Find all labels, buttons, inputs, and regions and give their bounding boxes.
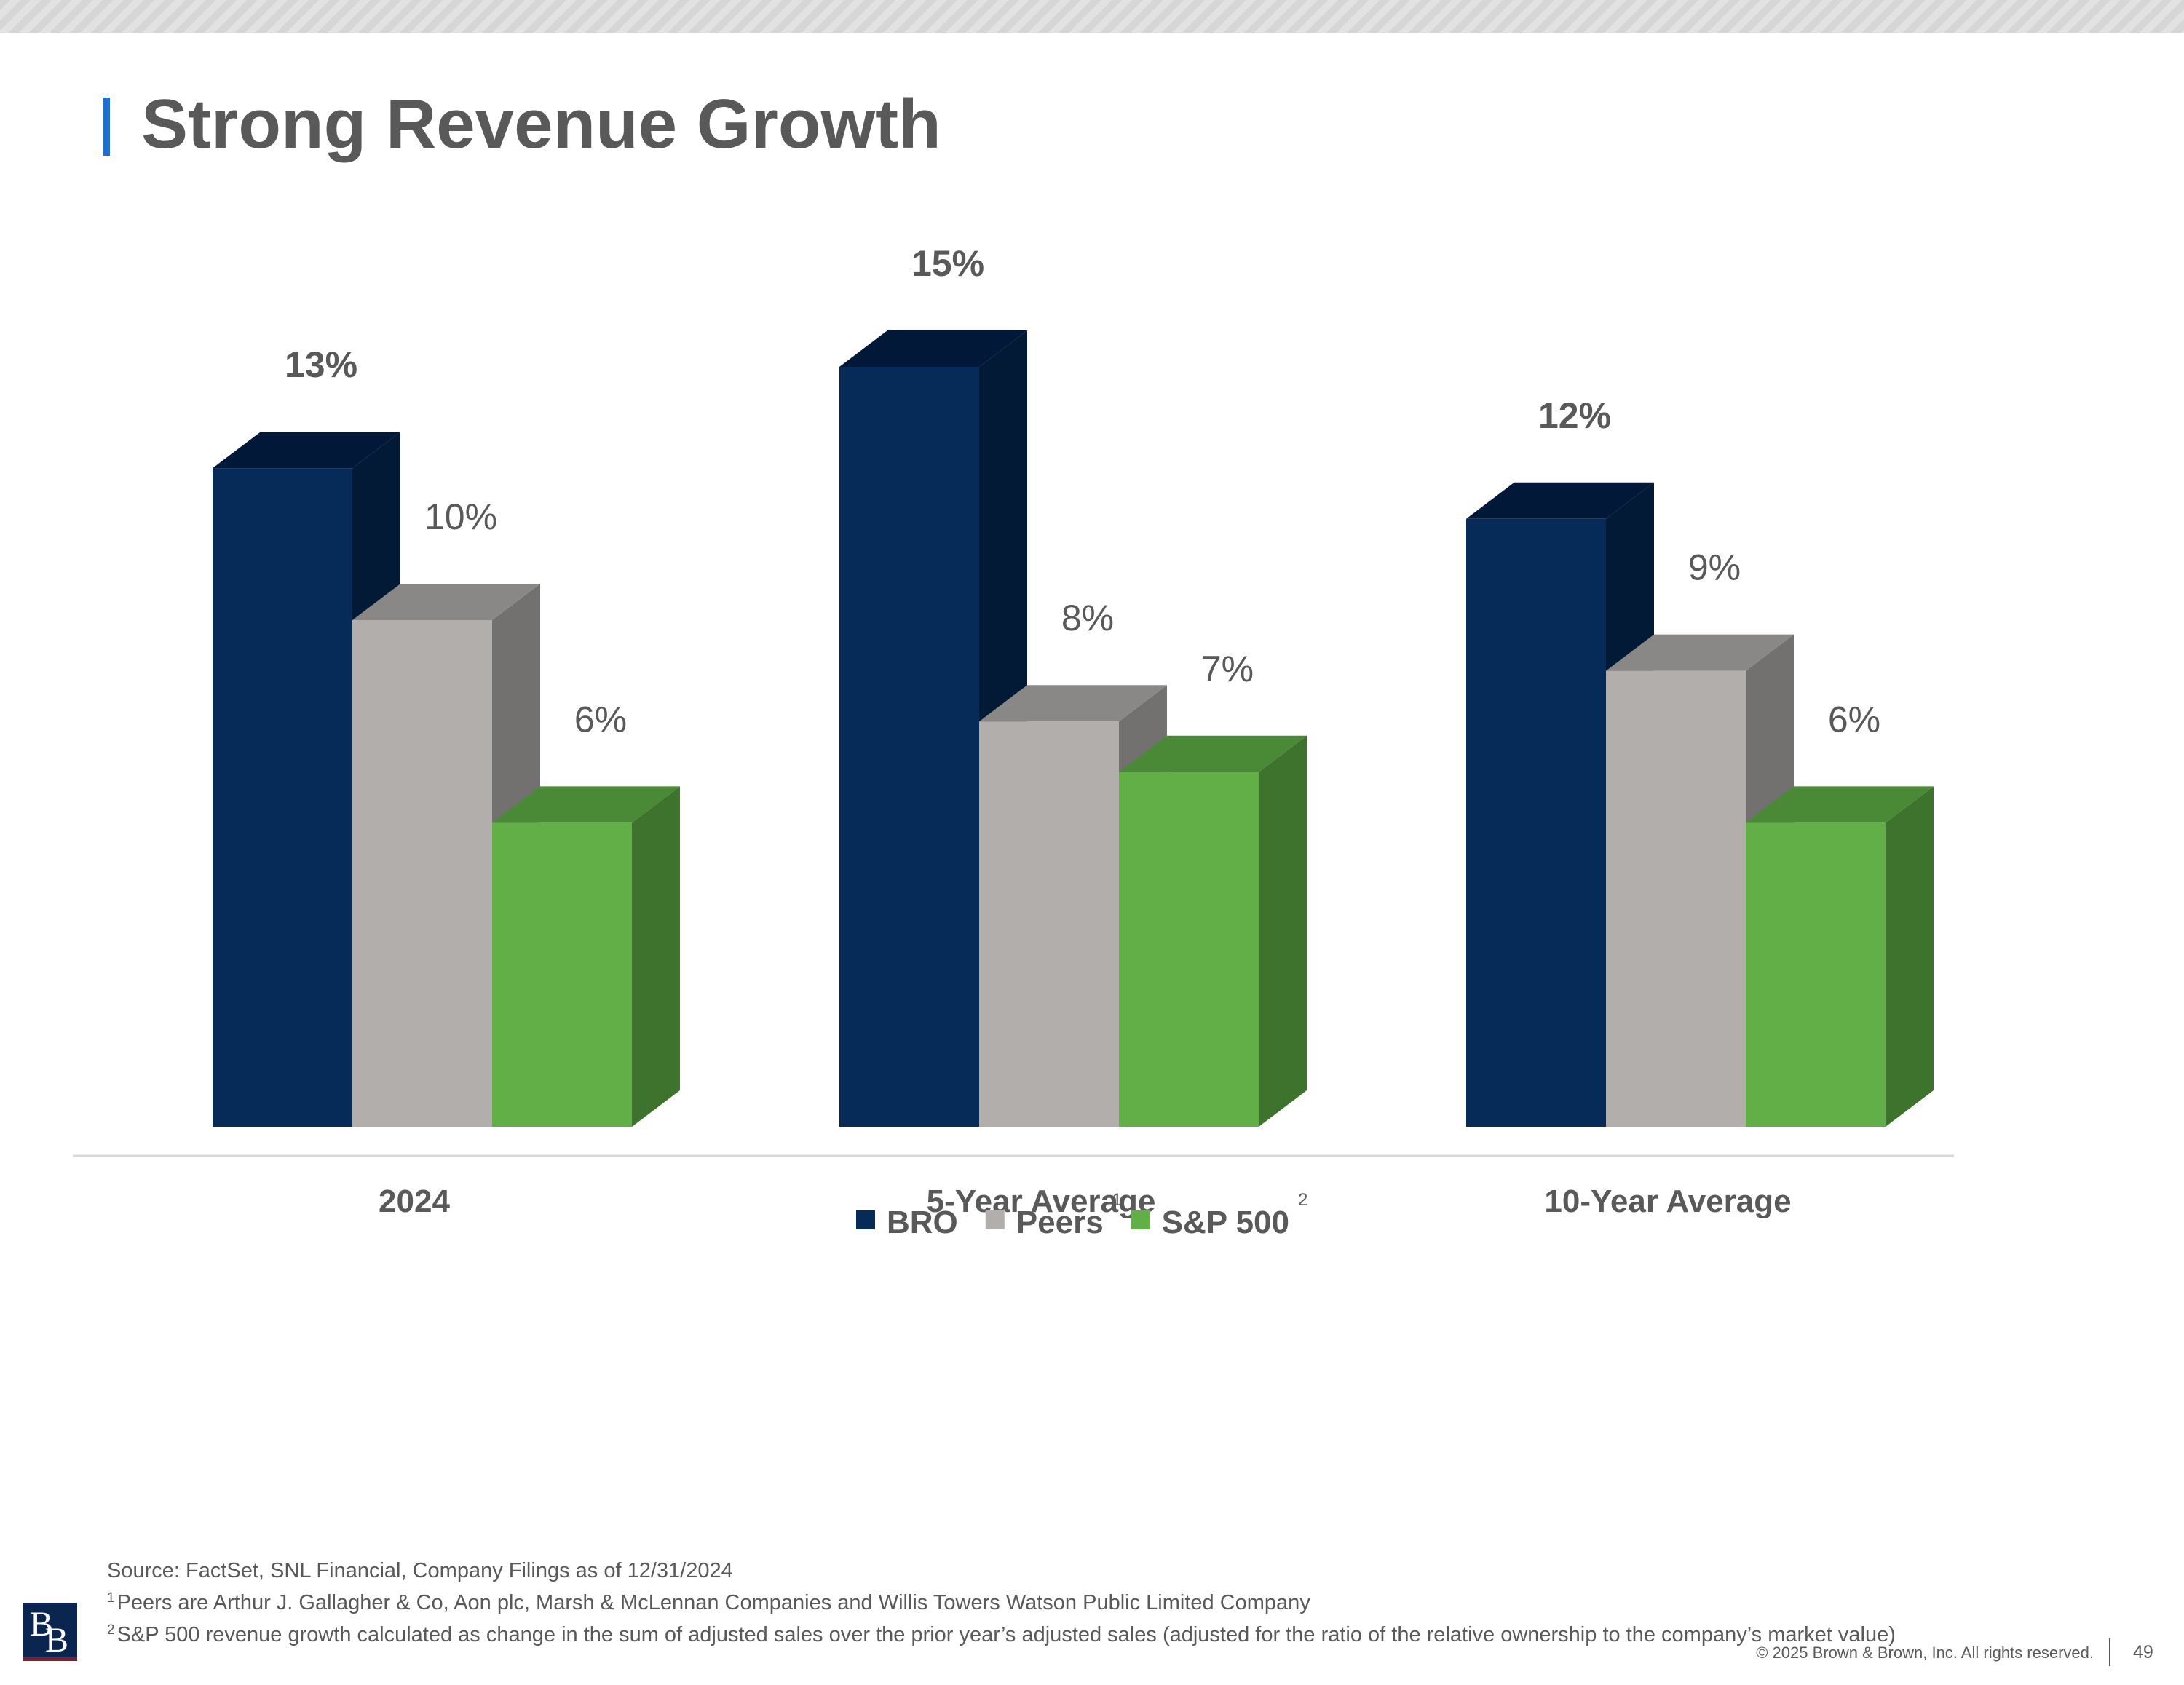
bar-sandp-500-10-year-average bbox=[1746, 822, 1886, 1127]
data-label-sandp-500-10-year-average: 6% bbox=[1828, 699, 1880, 740]
slide-title: Strong Revenue Growth bbox=[141, 85, 941, 163]
category-label-2024: 2024 bbox=[379, 1184, 450, 1219]
bar-peers-10-year-average bbox=[1606, 670, 1746, 1127]
bar-sandp-500-2024 bbox=[492, 822, 632, 1127]
legend-swatch-sandp-500 bbox=[1131, 1210, 1150, 1229]
bar-peers-2024 bbox=[352, 620, 492, 1127]
category-label-10-year-average: 10-Year Average bbox=[1544, 1184, 1791, 1219]
bar-bro-2024 bbox=[213, 468, 352, 1127]
footnotes: Source: FactSet, SNL Financial, Company … bbox=[107, 1558, 1896, 1649]
data-label-peers-2024: 10% bbox=[424, 496, 497, 537]
bar-bro-10-year-average bbox=[1466, 518, 1606, 1127]
data-label-sandp-500-5-year-average: 7% bbox=[1201, 649, 1254, 689]
page-number: 49 bbox=[2133, 1642, 2153, 1662]
bar-sandp-500-10-year-average-top bbox=[1746, 786, 1934, 823]
footnote-2-text: S&P 500 revenue growth calculated as cha… bbox=[116, 1623, 1896, 1646]
logo-letter-1: B bbox=[30, 1605, 54, 1644]
bar-peers-5-year-average-top bbox=[979, 685, 1167, 722]
bar-sandp-500-5-year-average-side bbox=[1259, 735, 1307, 1127]
bar-sandp-500-5-year-average bbox=[1119, 772, 1259, 1127]
data-label-bro-5-year-average: 15% bbox=[911, 243, 984, 284]
legend-label-sandp-500: S&P 500 bbox=[1162, 1205, 1289, 1240]
data-label-sandp-500-2024: 6% bbox=[574, 699, 627, 740]
footnote-1-text: Peers are Arthur J. Gallagher & Co, Aon … bbox=[116, 1591, 1310, 1614]
bar-sandp-500-5-year-average-top bbox=[1119, 735, 1307, 772]
bar-sandp-500-2024-top bbox=[492, 786, 680, 823]
data-label-bro-2024: 13% bbox=[285, 344, 357, 385]
legend-label-bro: BRO bbox=[887, 1205, 958, 1240]
footnote-2: 2 S&P 500 revenue growth calculated as ch… bbox=[107, 1617, 1896, 1649]
legend-swatch-peers bbox=[985, 1210, 1005, 1229]
legend-footnote-marker-sandp-500: 2 bbox=[1298, 1190, 1307, 1210]
copyright-text: © 2025 Brown & Brown, Inc. All rights re… bbox=[1756, 1644, 2094, 1662]
logo-letter-2: B bbox=[45, 1621, 69, 1660]
data-label-peers-5-year-average: 8% bbox=[1061, 598, 1114, 638]
legend-swatch-bro bbox=[856, 1210, 875, 1229]
bar-peers-10-year-average-top bbox=[1606, 634, 1794, 671]
legend-footnote-marker-peers: 1 bbox=[1112, 1190, 1122, 1210]
bar-peers-5-year-average bbox=[979, 721, 1119, 1127]
bar-bro-5-year-average-top bbox=[839, 330, 1027, 367]
bar-bro-5-year-average bbox=[839, 367, 979, 1127]
data-label-peers-10-year-average: 9% bbox=[1688, 547, 1741, 588]
footnote-2-marker: 2 bbox=[107, 1622, 115, 1638]
footnote-1: 1 Peers are Arthur J. Gallagher & Co, Aon… bbox=[107, 1585, 1896, 1617]
bar-bro-2024-top bbox=[213, 432, 400, 469]
brown-brown-logo: B B bbox=[23, 1603, 77, 1661]
bar-bro-10-year-average-top bbox=[1466, 482, 1654, 519]
page-number-divider bbox=[2109, 1638, 2110, 1666]
title-accent-bar bbox=[103, 98, 110, 156]
legend-label-peers: Peers bbox=[1016, 1205, 1104, 1240]
top-decorative-band bbox=[0, 0, 2184, 33]
category-label-5-year-average: 5-Year Average bbox=[927, 1184, 1156, 1219]
revenue-growth-chart: 13% 10% 6% 2024 15% 8% 7% 5-Year Average 12% 9% 6%… bbox=[73, 243, 1954, 1240]
bar-peers-2024-top bbox=[352, 584, 540, 620]
bar-sandp-500-10-year-average-side bbox=[1886, 786, 1934, 1127]
source-note: Source: FactSet, SNL Financial, Company … bbox=[107, 1559, 733, 1582]
data-label-bro-10-year-average: 12% bbox=[1538, 395, 1611, 436]
footnote-1-marker: 1 bbox=[107, 1590, 115, 1606]
bar-sandp-500-2024-side bbox=[632, 786, 680, 1127]
